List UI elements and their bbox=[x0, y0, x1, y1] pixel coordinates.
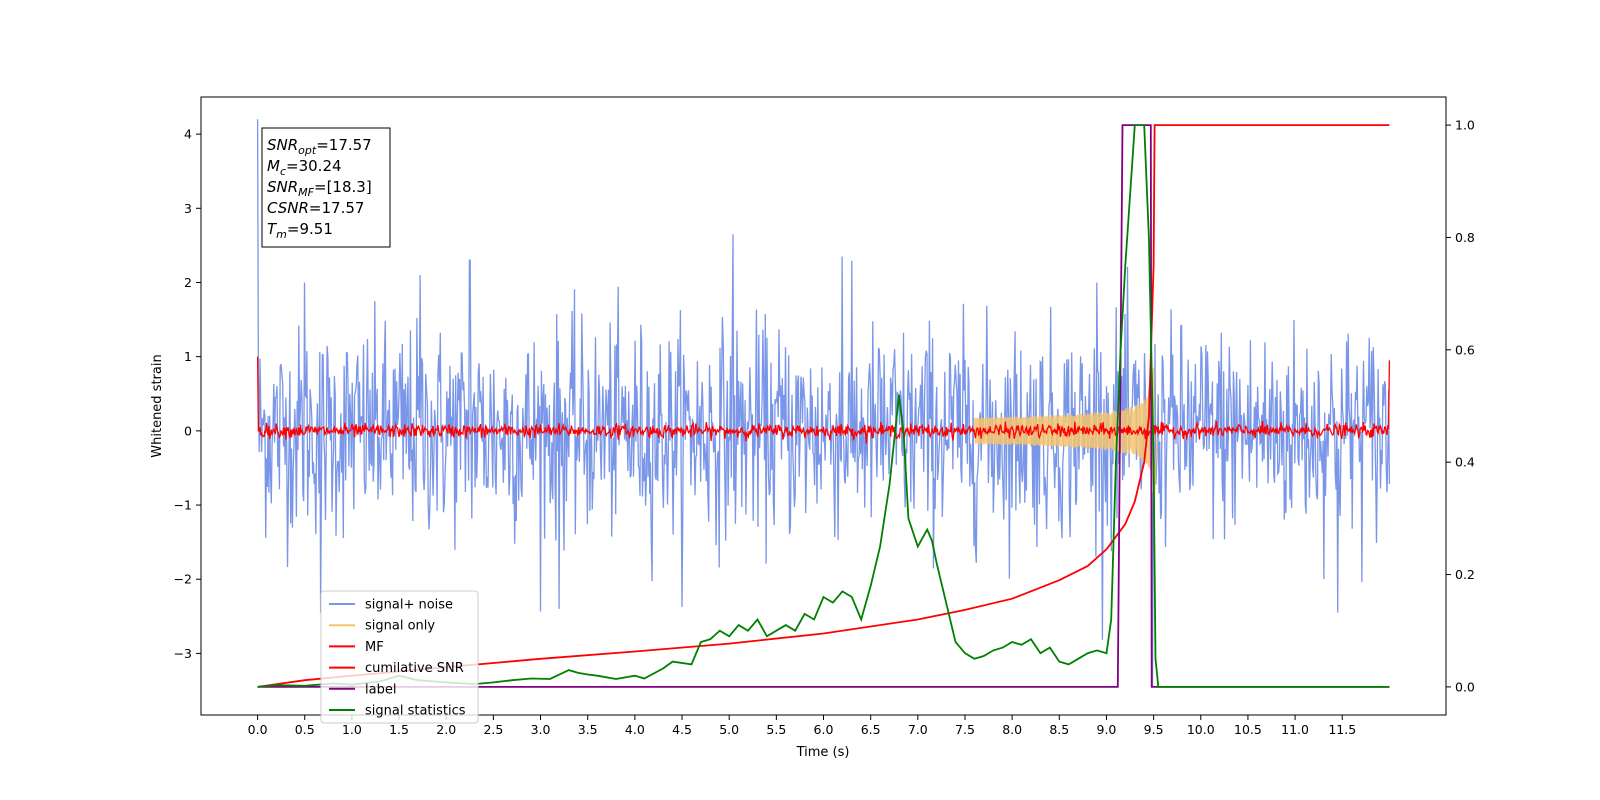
x-tick-label: 11.0 bbox=[1281, 722, 1309, 737]
x-tick-label: 6.5 bbox=[861, 722, 881, 737]
legend: signal+ noise signal only MF cumilative SNR… bbox=[320, 590, 479, 724]
x-tick-label: 5.5 bbox=[766, 722, 786, 737]
y2-tick-label: 0.6 bbox=[1455, 342, 1475, 357]
x-tick-label: 4.5 bbox=[672, 722, 692, 737]
stat-line-1: Mc=30.24 bbox=[267, 157, 342, 178]
x-tick-label: 3.0 bbox=[531, 722, 551, 737]
x-tick-label: 0.5 bbox=[295, 722, 315, 737]
y2-tick-label: 1.0 bbox=[1455, 118, 1475, 133]
axis-layer: 0.0 0.5 1.0 1.5 2.0 2.5 3.0 3.5 4.0 4.5 5.0 5.5 6.0 6… bbox=[174, 118, 1475, 737]
stat-line-0: SNRopt=17.57 bbox=[267, 136, 372, 157]
stat-line-4: Tm=9.51 bbox=[267, 220, 333, 241]
y2-tick-label: 0.2 bbox=[1455, 567, 1475, 582]
x-tick-label: 8.0 bbox=[1002, 722, 1022, 737]
x-tick-label: 7.0 bbox=[908, 722, 928, 737]
y-tick-label: 1 bbox=[184, 349, 192, 364]
x-tick-label: 5.0 bbox=[719, 722, 739, 737]
x-tick-label: 10.0 bbox=[1187, 722, 1215, 737]
y-tick-label: −1 bbox=[174, 498, 192, 513]
stats-annotation-box: SNRopt=17.57Mc=30.24SNRMF=[18.3]CSNR=17.… bbox=[261, 127, 391, 248]
y2-tick-label: 0.4 bbox=[1455, 455, 1475, 470]
y-tick-label: −3 bbox=[174, 646, 192, 661]
legend-label-0: signal+ noise bbox=[365, 598, 453, 613]
legend-label-4: label bbox=[365, 682, 396, 697]
y-tick-label: −2 bbox=[174, 572, 192, 587]
legend-label-2: MF bbox=[365, 640, 384, 655]
x-tick-label: 0.0 bbox=[248, 722, 268, 737]
stats-box-frame bbox=[261, 127, 391, 248]
legend-label-1: signal only bbox=[365, 619, 435, 634]
y-tick-label: 3 bbox=[184, 201, 192, 216]
x-tick-label: 1.0 bbox=[342, 722, 362, 737]
x-tick-label: 9.5 bbox=[1144, 722, 1164, 737]
x-tick-label: 3.5 bbox=[578, 722, 598, 737]
y-tick-label: 4 bbox=[184, 127, 192, 142]
series-line-5 bbox=[257, 124, 1390, 688]
y-axis-title: Whitened strain bbox=[150, 354, 165, 457]
x-tick-label: 10.5 bbox=[1234, 722, 1262, 737]
series-line-1 bbox=[973, 367, 1159, 500]
stat-line-2: SNRMF=[18.3] bbox=[267, 178, 372, 199]
y2-tick-label: 0.0 bbox=[1455, 679, 1475, 694]
x-tick-label: 2.0 bbox=[436, 722, 456, 737]
series-line-3 bbox=[257, 124, 1390, 688]
y-tick-label: 2 bbox=[184, 275, 192, 290]
x-tick-label: 9.0 bbox=[1097, 722, 1117, 737]
series-line-4 bbox=[257, 124, 1390, 688]
x-tick-label: 11.5 bbox=[1328, 722, 1356, 737]
legend-frame bbox=[320, 590, 479, 724]
x-tick-label: 8.5 bbox=[1049, 722, 1069, 737]
y2-tick-label: 0.8 bbox=[1455, 230, 1475, 245]
x-tick-label: 7.5 bbox=[955, 722, 975, 737]
x-tick-label: 2.5 bbox=[483, 722, 503, 737]
legend-label-5: signal statistics bbox=[365, 704, 466, 719]
x-axis-title: Time (s) bbox=[796, 745, 850, 760]
stat-line-3: CSNR=17.57 bbox=[267, 199, 364, 217]
series-line-0 bbox=[256, 119, 1391, 687]
legend-label-3: cumilative SNR bbox=[365, 661, 464, 676]
series-line-2 bbox=[256, 356, 1391, 444]
series-layer bbox=[256, 119, 1391, 688]
y-tick-label: 0 bbox=[184, 423, 192, 438]
x-tick-label: 6.0 bbox=[814, 722, 834, 737]
x-tick-label: 1.5 bbox=[389, 722, 409, 737]
x-tick-label: 4.0 bbox=[625, 722, 645, 737]
